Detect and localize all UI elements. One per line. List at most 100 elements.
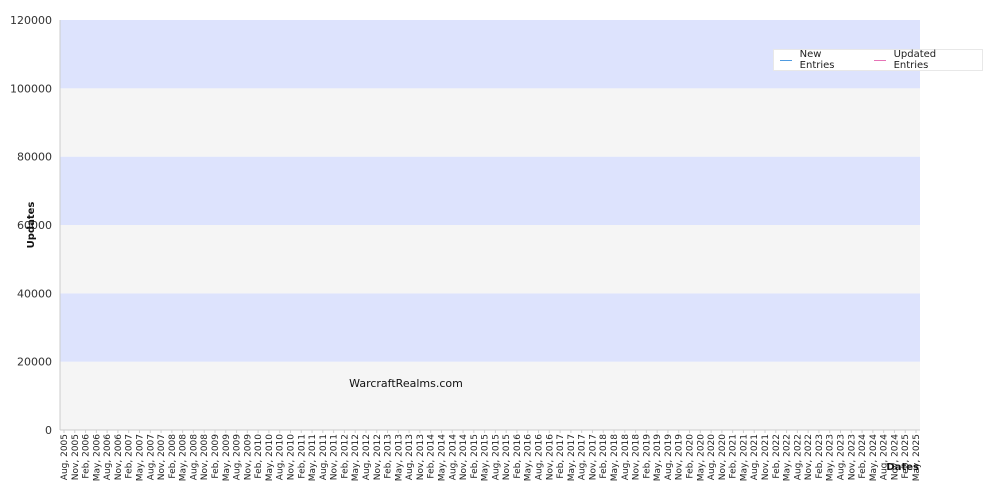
x-tick-label-7: May, 2007 [135, 434, 145, 481]
x-tick-label-34: Feb, 2014 [427, 434, 437, 479]
x-tick-label-38: Feb, 2015 [470, 434, 480, 479]
x-tick-label-65: Nov, 2021 [761, 434, 771, 480]
legend-swatch-updated-entries [873, 59, 886, 61]
x-tick-label-28: Aug, 2012 [362, 434, 372, 480]
x-tick-label-22: Feb, 2011 [297, 434, 307, 479]
legend-swatch-new-entries [780, 59, 792, 61]
x-tick-label-19: May, 2010 [265, 434, 275, 482]
x-tick-label-69: Nov, 2022 [804, 434, 814, 480]
x-tick-label-62: Feb, 2021 [729, 434, 739, 479]
x-tick-label-33: Nov, 2013 [416, 434, 426, 480]
x-tick-label-78: Feb, 2025 [901, 434, 911, 479]
y-tick-label-1: 20000 [17, 356, 52, 369]
x-tick-label-58: Feb, 2020 [686, 434, 696, 479]
x-tick-label-72: Aug, 2023 [837, 434, 847, 480]
x-tick-label-52: Aug, 2018 [621, 434, 631, 480]
x-tick-label-31: May, 2013 [394, 434, 404, 481]
x-tick-label-77: Nov, 2024 [890, 434, 900, 480]
x-tick-label-30: Feb, 2013 [384, 434, 394, 479]
y-tick-label-5: 100000 [10, 82, 52, 95]
y-axis-title: Updates [26, 202, 37, 249]
x-tick-label-42: Feb, 2016 [513, 434, 523, 479]
x-tick-label-43: May, 2016 [524, 434, 534, 482]
x-tick-label-36: Aug, 2014 [448, 434, 458, 480]
x-tick-label-0: Aug, 2005 [60, 434, 70, 480]
x-tick-label-29: Nov, 2012 [373, 434, 383, 480]
x-tick-label-60: Aug, 2020 [707, 434, 717, 480]
x-tick-label-55: May, 2019 [653, 434, 663, 482]
y-tick-label-0: 0 [45, 424, 52, 437]
x-tick-label-45: Nov, 2016 [545, 434, 555, 480]
x-tick-label-13: Nov, 2008 [200, 434, 210, 480]
x-tick-label-21: Nov, 2010 [286, 434, 296, 480]
x-tick-label-48: Aug, 2017 [578, 434, 588, 480]
grid-band-1 [60, 293, 920, 362]
x-tick-label-35: May, 2014 [437, 434, 447, 482]
legend-label-updated-entries: Updated Entries [893, 49, 937, 71]
x-tick-label-41: Nov, 2015 [502, 434, 512, 480]
x-tick-label-46: Feb, 2017 [556, 434, 566, 479]
x-tick-label-79: May, 2025 [912, 434, 922, 481]
x-tick-label-53: Nov, 2018 [632, 434, 642, 480]
x-tick-label-1: Nov, 2005 [71, 434, 81, 480]
x-tick-label-8: Aug, 2007 [146, 434, 156, 480]
y-tick-label-4: 80000 [17, 151, 52, 164]
x-tick-label-9: Nov, 2007 [157, 434, 167, 480]
x-tick-label-56: Aug, 2019 [664, 434, 674, 480]
x-tick-label-59: May, 2020 [696, 434, 706, 482]
x-tick-label-27: May, 2012 [351, 434, 361, 481]
x-tick-label-68: Aug, 2022 [793, 434, 803, 480]
x-tick-label-11: May, 2008 [179, 434, 189, 482]
x-tick-label-3: May, 2006 [92, 434, 102, 482]
x-tick-label-50: Feb, 2018 [599, 434, 609, 479]
x-tick-label-10: Feb, 2008 [168, 434, 178, 479]
x-tick-label-2: Feb, 2006 [82, 434, 92, 479]
x-tick-label-15: May, 2009 [222, 434, 232, 482]
x-tick-label-73: Nov, 2023 [847, 434, 857, 480]
x-tick-label-24: Aug, 2011 [319, 434, 329, 480]
x-tick-label-64: Aug, 2021 [750, 434, 760, 480]
watermark: WarcraftRealms.com [349, 377, 463, 390]
x-tick-label-54: Feb, 2019 [642, 434, 652, 479]
x-tick-label-74: Feb, 2024 [858, 434, 868, 479]
grid-band-4 [60, 88, 920, 157]
legend-item-new-entries[interactable]: New Entries [780, 49, 858, 71]
y-tick-label-6: 120000 [10, 14, 52, 27]
x-tick-label-75: May, 2024 [869, 434, 879, 482]
x-tick-label-23: May, 2011 [308, 434, 318, 481]
x-tick-label-47: May, 2017 [567, 434, 577, 481]
x-tick-label-12: Aug, 2008 [189, 434, 199, 480]
x-tick-label-32: Aug, 2013 [405, 434, 415, 480]
x-tick-label-63: May, 2021 [739, 434, 749, 481]
x-tick-label-5: Nov, 2006 [114, 434, 124, 480]
y-tick-label-2: 40000 [17, 287, 52, 300]
grid-band-2 [60, 225, 920, 294]
y-tick-label-3: 60000 [17, 219, 52, 232]
grid-band-0 [60, 361, 920, 430]
x-tick-label-76: Aug, 2024 [880, 434, 890, 480]
x-tick-label-37: Nov, 2014 [459, 434, 469, 480]
x-tick-label-26: Feb, 2012 [340, 434, 350, 479]
x-tick-label-66: Feb, 2022 [772, 434, 782, 479]
x-tick-label-49: Nov, 2017 [588, 434, 598, 480]
x-tick-label-14: Feb, 2009 [211, 434, 221, 479]
x-tick-label-20: Aug, 2010 [276, 434, 286, 480]
x-tick-label-40: Aug, 2015 [491, 434, 501, 480]
x-tick-label-25: Nov, 2011 [330, 434, 340, 480]
grid-band-3 [60, 156, 920, 225]
x-tick-label-6: Feb, 2007 [125, 434, 135, 479]
x-tick-label-71: May, 2023 [826, 434, 836, 481]
x-tick-label-17: Nov, 2009 [243, 434, 253, 480]
x-tick-label-18: Feb, 2010 [254, 434, 264, 479]
x-tick-label-57: Nov, 2019 [675, 434, 685, 480]
x-tick-label-61: Nov, 2020 [718, 434, 728, 480]
x-tick-label-4: Aug, 2006 [103, 434, 113, 480]
x-tick-label-39: May, 2015 [481, 434, 491, 481]
legend-item-updated-entries[interactable]: Updated Entries [873, 49, 972, 71]
legend-label-new-entries: New Entries [799, 49, 835, 71]
x-tick-label-51: May, 2018 [610, 434, 620, 482]
x-tick-label-70: Feb, 2023 [815, 434, 825, 479]
legend: New Entries Updated Entries [773, 49, 983, 71]
